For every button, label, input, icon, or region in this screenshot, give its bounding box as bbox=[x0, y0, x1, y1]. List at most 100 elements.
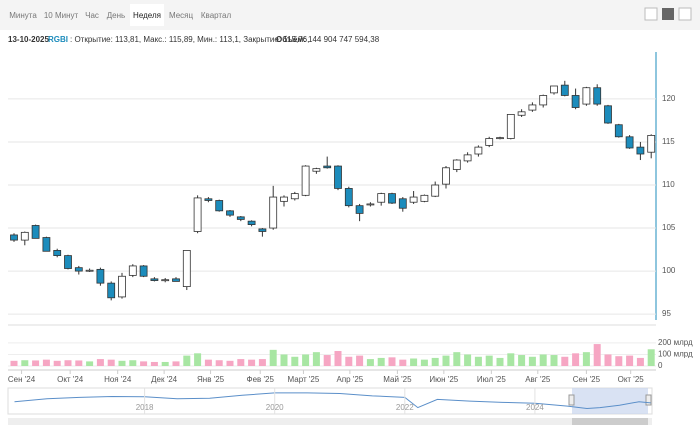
volume-bar bbox=[420, 359, 428, 366]
candle-icon[interactable] bbox=[662, 8, 674, 20]
candle-body bbox=[388, 193, 396, 204]
candle-body bbox=[539, 95, 548, 106]
candle-body bbox=[64, 255, 72, 269]
x-tick-label: Июл '25 bbox=[477, 375, 506, 384]
volume-bar bbox=[388, 357, 396, 366]
candle-body bbox=[355, 205, 364, 214]
x-tick-label: Дек '24 bbox=[151, 375, 178, 384]
tab-label[interactable]: 10 Минут bbox=[44, 11, 79, 20]
volume-bar bbox=[150, 361, 158, 366]
volume-bar bbox=[647, 349, 655, 366]
volume-bar bbox=[118, 360, 126, 366]
candle-body bbox=[636, 146, 645, 155]
info-volume: 144 904 747 594,38 bbox=[308, 35, 380, 44]
volume-bar bbox=[10, 360, 18, 366]
tab-label[interactable]: Квартал bbox=[201, 11, 232, 20]
y-tick-label: 110 bbox=[662, 180, 675, 189]
x-tick-label: Окт '24 bbox=[57, 375, 84, 384]
tab[interactable] bbox=[82, 4, 102, 26]
info-text: : Открытие: 113,81, Макс.: 115,89, Мин.:… bbox=[70, 35, 309, 44]
tab-label[interactable]: Неделя bbox=[133, 11, 161, 20]
candle-body bbox=[571, 95, 580, 108]
y-tick-label: 115 bbox=[662, 137, 675, 146]
volume-bar bbox=[258, 359, 266, 366]
navigator[interactable] bbox=[7, 387, 653, 415]
x-tick-label: Сен '25 bbox=[573, 375, 601, 384]
volume-bar bbox=[582, 352, 590, 366]
x-tick-label: Сен '24 bbox=[8, 375, 36, 384]
candle-body bbox=[528, 104, 537, 111]
bar-icon[interactable] bbox=[678, 7, 692, 21]
candle-body bbox=[20, 231, 29, 241]
volume-bar bbox=[226, 360, 234, 366]
candle-body bbox=[269, 196, 278, 229]
x-tick-label: Окт '25 bbox=[618, 375, 645, 384]
tab[interactable] bbox=[6, 4, 40, 26]
line-icon[interactable] bbox=[644, 7, 658, 21]
x-tick-label: Авг '25 bbox=[525, 375, 551, 384]
volume-bar bbox=[75, 360, 83, 366]
tab[interactable] bbox=[198, 4, 234, 26]
volume-bar bbox=[431, 357, 439, 366]
volume-bar bbox=[604, 354, 612, 366]
candle-body bbox=[442, 167, 450, 185]
x-tick-label: Ноя '24 bbox=[104, 375, 132, 384]
candle-body bbox=[560, 84, 569, 96]
volume-bar bbox=[442, 355, 450, 366]
x-tick-label: Апр '25 bbox=[336, 375, 363, 384]
volume-bar bbox=[86, 361, 94, 366]
candle-body bbox=[193, 197, 202, 232]
candle-body bbox=[161, 279, 170, 282]
volume-tick-label: 100 млрд bbox=[658, 350, 693, 359]
candle-body bbox=[496, 137, 504, 140]
candle-body bbox=[647, 135, 656, 153]
tab-label[interactable]: День bbox=[107, 11, 125, 20]
tab-label[interactable]: Час bbox=[85, 11, 99, 20]
volume-bar bbox=[107, 359, 115, 366]
volume-bar bbox=[626, 355, 634, 366]
volume-bar bbox=[615, 356, 623, 366]
tab[interactable] bbox=[104, 4, 128, 26]
volume-bar bbox=[248, 359, 256, 366]
candle-body bbox=[96, 268, 105, 284]
tab-label[interactable]: Месяц bbox=[169, 11, 194, 20]
navigator-handle[interactable] bbox=[645, 394, 652, 406]
candle-body bbox=[593, 87, 602, 105]
candle-body bbox=[431, 184, 440, 197]
candle-body bbox=[485, 138, 494, 146]
tab[interactable] bbox=[166, 4, 196, 26]
info-date: 13-10-2025 bbox=[8, 35, 49, 44]
volume-bar bbox=[312, 352, 320, 366]
candle-body bbox=[550, 85, 558, 94]
candle-body bbox=[53, 250, 62, 256]
volume-bar bbox=[323, 355, 331, 366]
candle-body bbox=[463, 154, 472, 162]
x-tick-label: Май '25 bbox=[383, 375, 412, 384]
volume-bar bbox=[366, 359, 374, 366]
candle-body bbox=[215, 200, 224, 212]
volume-bar bbox=[528, 356, 536, 366]
volume-bar bbox=[183, 355, 191, 366]
candle-body bbox=[398, 198, 407, 209]
tab[interactable] bbox=[130, 4, 164, 26]
x-tick-label: Фев '25 bbox=[247, 375, 275, 384]
tab-label[interactable]: Минута bbox=[9, 11, 37, 20]
volume-bar bbox=[377, 357, 385, 366]
y-tick-label: 100 bbox=[662, 266, 676, 275]
volume-bar bbox=[280, 354, 288, 366]
scrollbar-thumb[interactable] bbox=[572, 418, 648, 425]
volume-bar bbox=[96, 359, 104, 366]
candle-body bbox=[312, 168, 321, 172]
tab[interactable] bbox=[42, 4, 80, 26]
volume-bar bbox=[291, 356, 299, 366]
navigator-window[interactable] bbox=[572, 388, 648, 414]
candle-body bbox=[366, 203, 375, 206]
scrollbar[interactable] bbox=[8, 418, 652, 425]
navigator-handle[interactable] bbox=[568, 394, 575, 406]
candle-body bbox=[614, 124, 623, 138]
volume-bar bbox=[172, 361, 180, 366]
candle-body bbox=[204, 198, 213, 201]
volume-bar bbox=[464, 354, 472, 366]
volume-bar bbox=[399, 359, 407, 366]
